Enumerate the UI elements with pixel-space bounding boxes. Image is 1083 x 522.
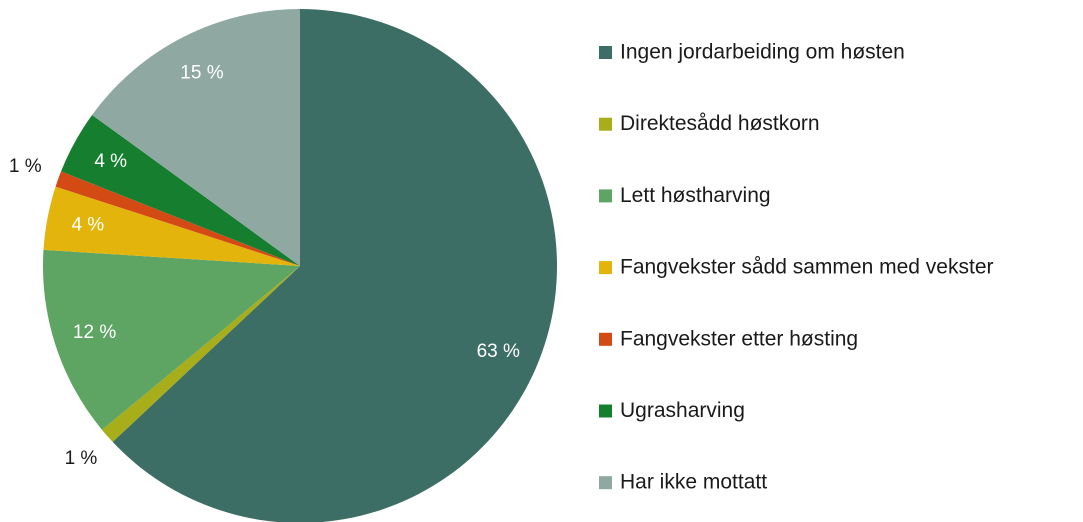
legend-label: Ingen jordarbeiding om høsten bbox=[620, 41, 905, 64]
pie-slice bbox=[101, 266, 301, 442]
legend-label: Fangvekster sådd sammen med vekster bbox=[620, 256, 994, 279]
legend-swatch bbox=[599, 404, 612, 418]
data-label: 63 % bbox=[477, 341, 520, 362]
legend-swatch bbox=[599, 476, 612, 490]
legend-label: Lett høstharving bbox=[620, 184, 771, 207]
legend-swatch bbox=[599, 46, 612, 59]
legend-label: Fangvekster etter høsting bbox=[620, 327, 858, 350]
data-label: 4 % bbox=[94, 151, 127, 172]
legend-label: Direktesådd høstkorn bbox=[620, 112, 820, 135]
pie-slice bbox=[43, 186, 300, 266]
legend-swatch bbox=[599, 332, 612, 346]
pie-slice bbox=[55, 171, 300, 266]
data-label: 4 % bbox=[71, 215, 104, 236]
data-label: 12 % bbox=[73, 322, 116, 343]
legend-swatch bbox=[599, 117, 612, 131]
pie-slice bbox=[112, 9, 557, 522]
pie-slice bbox=[92, 9, 300, 266]
pie-slice bbox=[43, 249, 301, 430]
legend-label: Har ikke mottatt bbox=[620, 471, 767, 494]
legend-label: Ugrasharving bbox=[620, 399, 745, 422]
legend-swatch bbox=[599, 261, 612, 275]
pie-slice bbox=[61, 114, 301, 266]
data-label: 1 % bbox=[9, 156, 42, 177]
data-label: 1 % bbox=[65, 448, 98, 469]
legend-swatch bbox=[599, 189, 612, 203]
data-label: 15 % bbox=[180, 63, 223, 84]
